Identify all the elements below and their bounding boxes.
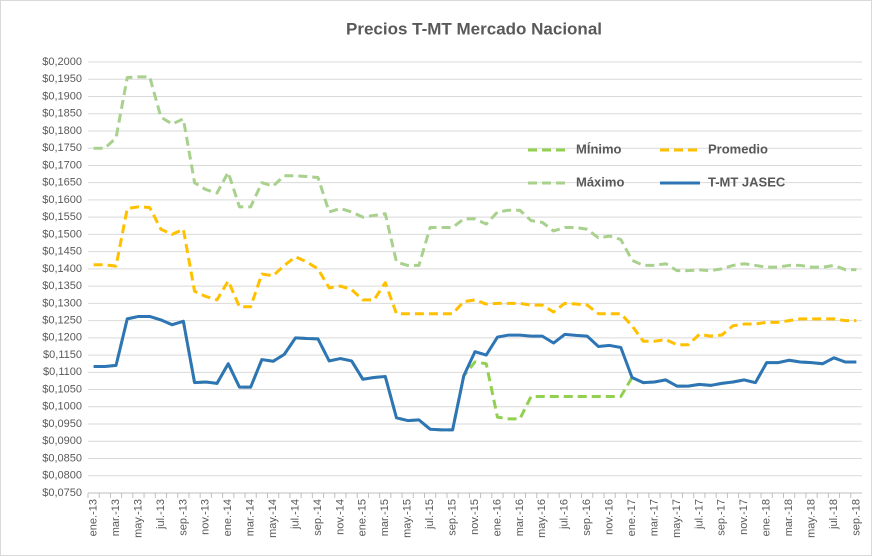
- x-tick-label: ene.-13: [88, 499, 100, 536]
- x-tick-label: nov.-14: [334, 499, 346, 535]
- x-tick-label: jul.-16: [559, 499, 571, 530]
- x-tick-label: ene.-16: [491, 499, 503, 536]
- y-tick-label: $0,0750: [42, 487, 82, 499]
- x-tick-label: mar.-17: [648, 499, 660, 536]
- legend-label: Máximo: [576, 174, 624, 189]
- x-tick-label: jul.-14: [289, 499, 301, 530]
- x-tick-label: sep.-13: [177, 499, 189, 536]
- y-tick-label: $0,1350: [42, 280, 82, 292]
- x-tick-label: ene.-14: [222, 499, 234, 536]
- x-tick-label: may.-13: [132, 499, 144, 538]
- x-tick-label: ene.-17: [626, 499, 638, 536]
- y-tick-label: $0,1200: [42, 332, 82, 344]
- x-tick-label: may.-16: [536, 499, 548, 538]
- x-tick-label: may.-15: [402, 499, 414, 538]
- x-tick-label: may.-17: [671, 499, 683, 538]
- x-tick-label: ene.-18: [761, 499, 773, 536]
- x-tick-label: sep.-17: [716, 499, 728, 536]
- x-tick-label: nov.-15: [469, 499, 481, 535]
- y-tick-label: $0,0950: [42, 418, 82, 430]
- chart-title: Precios T-MT Mercado Nacional: [346, 19, 602, 38]
- y-tick-label: $0,1950: [42, 73, 82, 85]
- x-tick-label: jul.-15: [424, 499, 436, 530]
- y-tick-label: $0,1400: [42, 263, 82, 275]
- y-tick-label: $0,1700: [42, 159, 82, 171]
- y-tick-label: $0,1500: [42, 228, 82, 240]
- x-tick-label: ene.-15: [357, 499, 369, 536]
- y-tick-label: $0,1900: [42, 90, 82, 102]
- x-tick-label: mar.-16: [514, 499, 526, 536]
- series-line: [93, 75, 857, 273]
- x-tick-label: nov.-13: [200, 499, 212, 535]
- y-tick-label: $0,1000: [42, 401, 82, 413]
- x-tick-label: jul.-13: [155, 499, 167, 530]
- y-tick-label: $0,0850: [42, 452, 82, 464]
- y-tick-label: $0,1850: [42, 108, 82, 120]
- x-tick-label: mar.-15: [379, 499, 391, 536]
- x-tick-label: may.-18: [805, 499, 817, 538]
- x-tick-label: mar.-14: [245, 499, 257, 536]
- y-tick-label: $0,1150: [43, 349, 82, 361]
- y-tick-label: $0,1100: [43, 366, 82, 378]
- x-tick-label: sep.-14: [312, 499, 324, 536]
- x-tick-label: mar.-18: [783, 499, 795, 536]
- legend-label: T-MT JASEC: [708, 174, 786, 189]
- x-tick-label: nov.-17: [738, 499, 750, 535]
- legend-label: MÍnimo: [576, 141, 622, 156]
- x-tick-label: sep.-16: [581, 499, 593, 536]
- x-tick-label: jul.-18: [828, 499, 840, 530]
- y-tick-label: $0,1650: [42, 177, 82, 189]
- y-tick-label: $0,1800: [42, 125, 82, 137]
- y-tick-label: $0,1600: [42, 194, 82, 206]
- x-tick-label: mar.-13: [110, 499, 122, 536]
- y-tick-label: $0,1550: [42, 211, 82, 223]
- y-tick-label: $0,1250: [42, 315, 82, 327]
- y-tick-label: $0,2000: [42, 56, 82, 68]
- x-tick-label: jul.-17: [693, 499, 705, 530]
- x-tick-label: nov.-16: [604, 499, 616, 535]
- y-tick-label: $0,1300: [42, 297, 82, 309]
- y-tick-label: $0,1750: [42, 142, 82, 154]
- y-tick-label: $0,0800: [42, 470, 82, 482]
- legend-label: Promedio: [708, 141, 768, 156]
- series-line: [93, 314, 857, 432]
- y-tick-label: $0,1450: [42, 246, 82, 258]
- x-tick-label: may.-14: [267, 499, 279, 538]
- series-line: [93, 314, 857, 432]
- y-tick-label: $0,0900: [42, 435, 82, 447]
- y-tick-label: $0,1050: [42, 383, 82, 395]
- x-tick-label: sep.-15: [446, 499, 458, 536]
- x-tick-label: sep.-18: [850, 499, 862, 536]
